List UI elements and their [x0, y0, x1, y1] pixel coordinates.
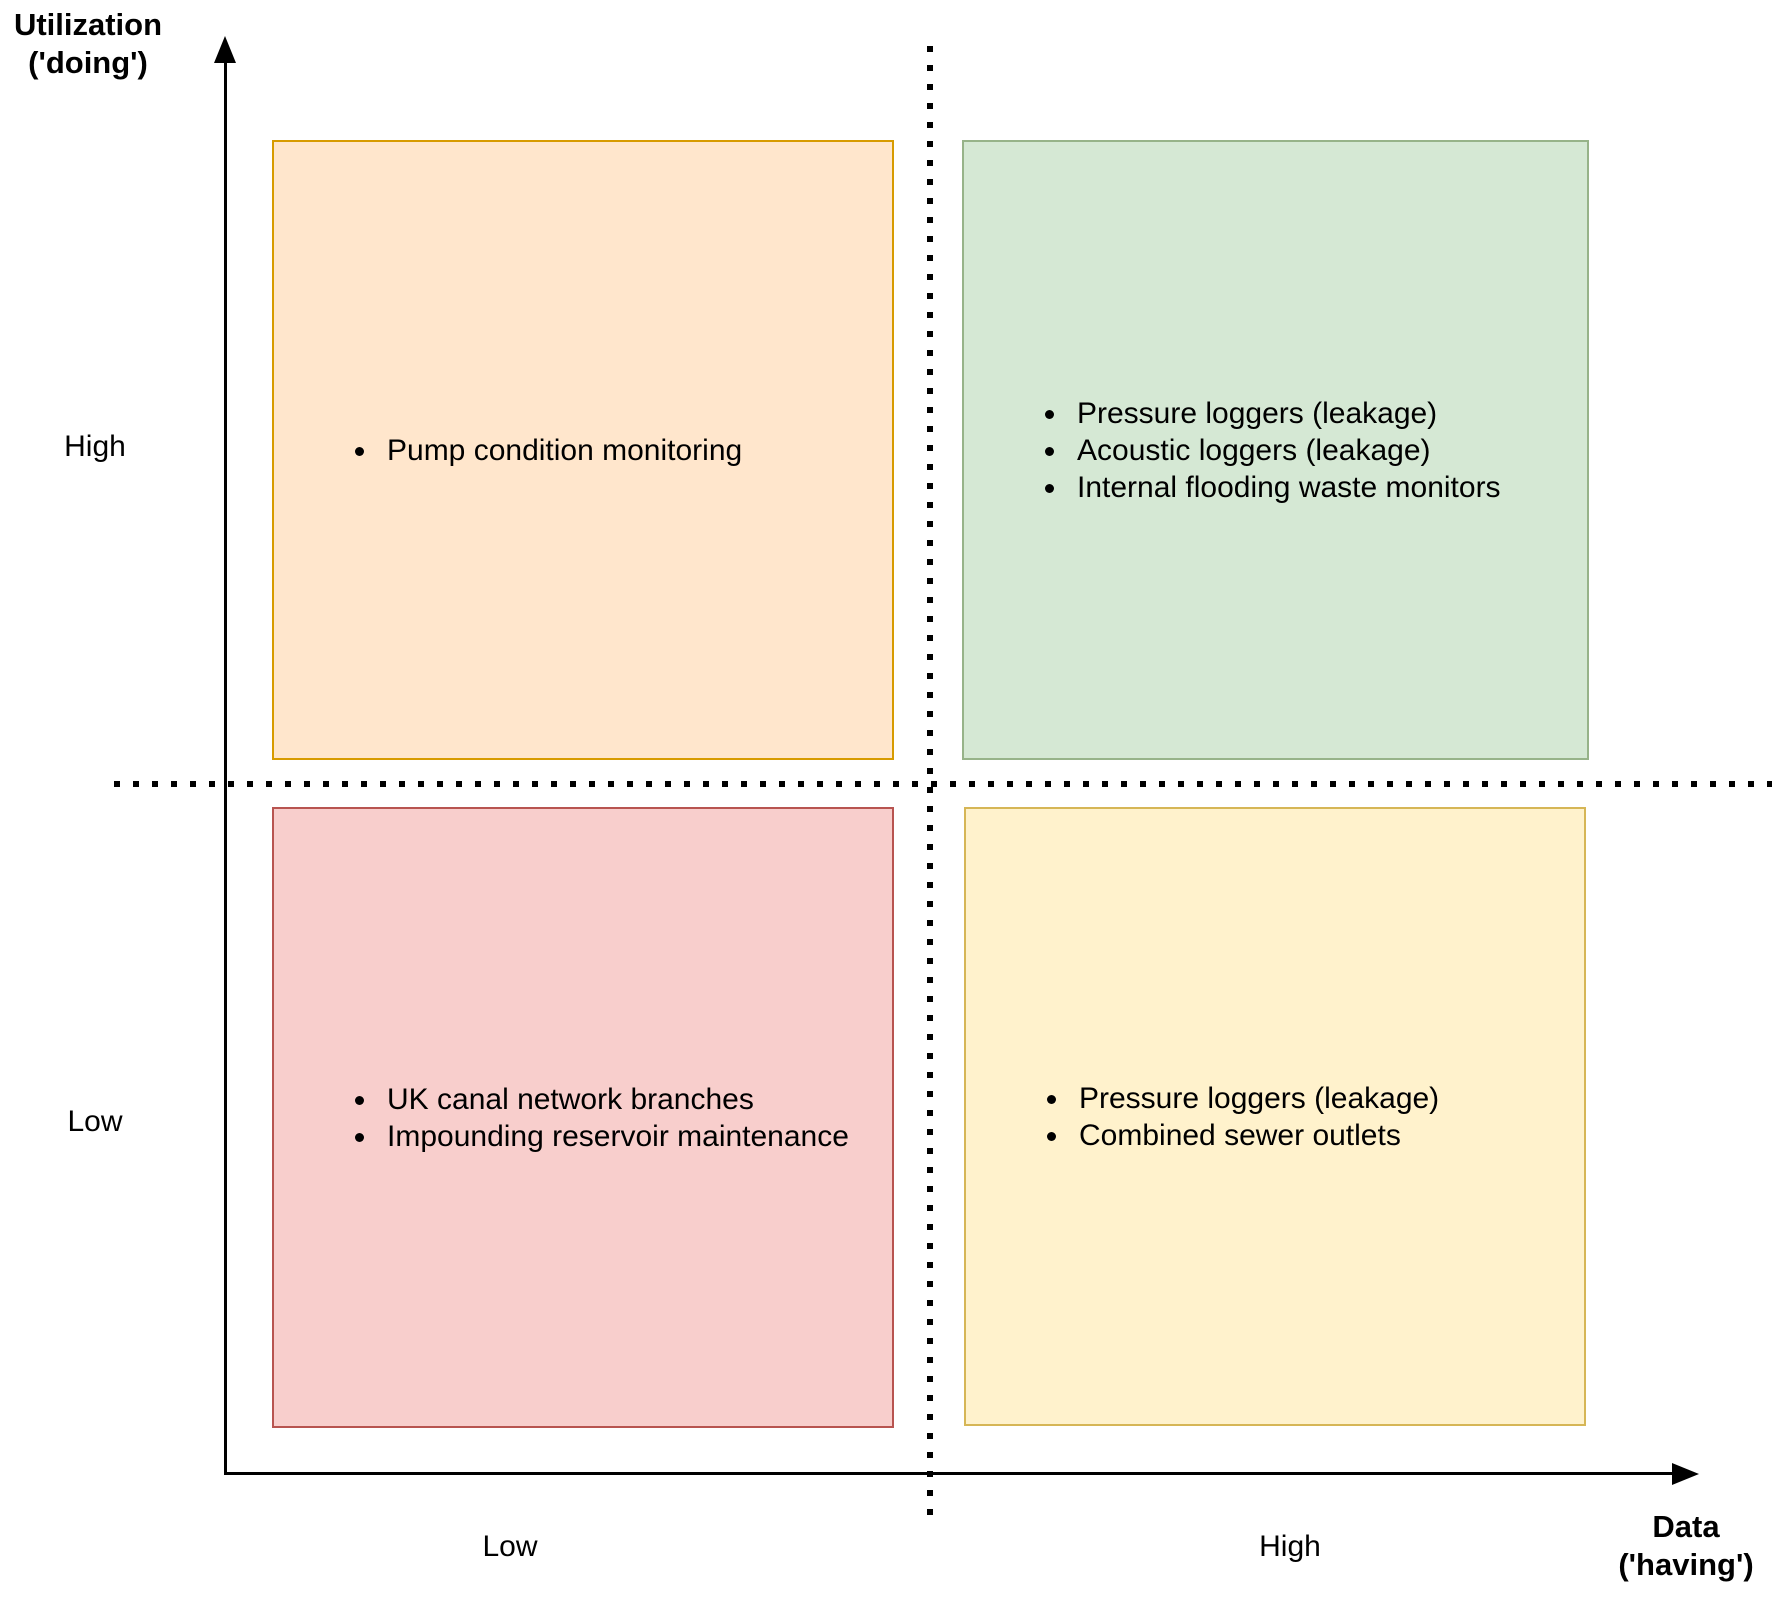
y-axis-title-line2: ('doing')	[28, 45, 148, 80]
quadrant-item: Combined sewer outlets	[1071, 1117, 1439, 1154]
y-axis-arrowhead-icon	[214, 36, 236, 63]
quadrant-item: UK canal network branches	[379, 1081, 849, 1118]
x-tick-high-label: High	[1259, 1530, 1321, 1563]
quadrant-item: Pump condition monitoring	[379, 432, 742, 469]
quadrant-item: Internal flooding waste monitors	[1069, 469, 1501, 506]
quadrant-item: Acoustic loggers (leakage)	[1069, 432, 1501, 469]
x-axis-title: Data ('having')	[1600, 1508, 1772, 1584]
y-axis-line	[224, 52, 227, 1475]
quadrant-item-list: Pump condition monitoring	[274, 432, 742, 469]
quadrant-item: Impounding reservoir maintenance	[379, 1118, 849, 1155]
quadrant-item-list: UK canal network branches Impounding res…	[274, 1081, 849, 1155]
y-axis-title: Utilization ('doing')	[8, 6, 168, 82]
y-axis-title-line1: Utilization	[13, 7, 163, 42]
quadrant-item-list: Pressure loggers (leakage) Combined sewe…	[966, 1080, 1439, 1154]
horizontal-divider-dotted-line	[114, 781, 1772, 787]
vertical-divider-dotted-line	[927, 46, 933, 1524]
x-tick-low-label: Low	[482, 1530, 538, 1563]
x-axis-arrowhead-icon	[1672, 1463, 1699, 1485]
quadrant-item: Pressure loggers (leakage)	[1069, 395, 1501, 432]
y-tick-high-label: High	[64, 430, 126, 463]
quadrant-bottom-right-low-utilization-high-data: Pressure loggers (leakage) Combined sewe…	[964, 807, 1586, 1426]
y-tick-low-label: Low	[67, 1105, 123, 1138]
quadrant-item: Pressure loggers (leakage)	[1071, 1080, 1439, 1117]
quadrant-top-right-high-utilization-high-data: Pressure loggers (leakage) Acoustic logg…	[962, 140, 1589, 760]
x-axis-title-line1: Data	[1652, 1509, 1720, 1544]
x-axis-title-line2: ('having')	[1618, 1547, 1754, 1582]
quadrant-item-list: Pressure loggers (leakage) Acoustic logg…	[964, 395, 1501, 506]
quadrant-bottom-left-low-utilization-low-data: UK canal network branches Impounding res…	[272, 807, 894, 1428]
x-axis-line	[224, 1472, 1676, 1475]
quadrant-top-left-high-utilization-low-data: Pump condition monitoring	[272, 140, 894, 760]
